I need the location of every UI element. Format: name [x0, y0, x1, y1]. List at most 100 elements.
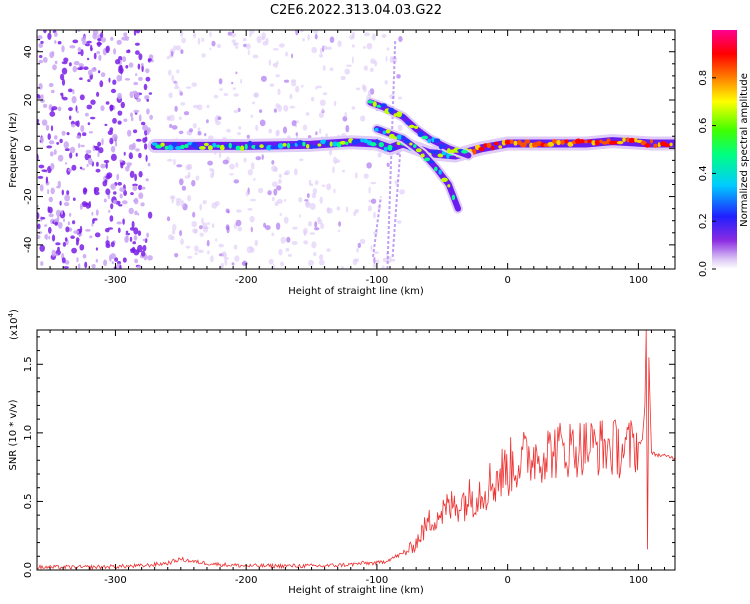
noise-speck — [38, 43, 44, 48]
noise-speck — [145, 154, 148, 162]
noise-speck — [345, 64, 352, 68]
noise-speck — [223, 92, 229, 97]
track-blob — [669, 142, 673, 147]
noise-speck — [300, 30, 304, 33]
noise-speck — [43, 30, 47, 34]
track-blob — [351, 139, 358, 145]
noise-speck — [197, 249, 204, 253]
noise-speck — [370, 58, 376, 64]
noise-speck — [240, 78, 243, 84]
noise-speck — [289, 93, 293, 100]
noise-speck — [56, 214, 60, 222]
track-rising-branch — [365, 97, 474, 161]
noise-speck — [118, 204, 123, 207]
noise-speck — [82, 132, 87, 137]
noise-speck — [237, 226, 243, 232]
noise-speck — [116, 74, 121, 82]
track-blob — [247, 140, 253, 147]
track-blob — [567, 141, 574, 147]
noise-speck — [79, 166, 83, 170]
noise-speck — [221, 251, 227, 258]
noise-speck — [285, 51, 289, 57]
noise-speck — [86, 104, 93, 110]
track-blob — [369, 142, 377, 147]
noise-speck — [64, 194, 70, 202]
noise-speck — [40, 216, 46, 220]
noise-speck — [80, 144, 85, 148]
noise-speck — [57, 41, 62, 45]
noise-speck — [53, 149, 57, 155]
noise-speck — [47, 189, 50, 195]
noise-speck — [138, 53, 143, 61]
noise-speck — [340, 266, 345, 269]
track-blob — [167, 144, 174, 151]
noise-speck — [79, 94, 85, 101]
noise-speck — [254, 239, 259, 247]
noise-speck — [354, 258, 359, 263]
colorbar-ticks: 0.0 0.2 0.4 0.6 0.8 — [698, 70, 716, 277]
noise-speck — [95, 168, 101, 173]
noise-speck — [303, 240, 309, 245]
noise-speck — [134, 42, 140, 46]
noise-speck — [121, 200, 128, 205]
track-blob — [591, 140, 596, 146]
noise-speck — [242, 37, 247, 42]
noise-speck — [192, 228, 198, 234]
noise-speck — [351, 56, 354, 64]
track-blob — [513, 140, 518, 146]
noise-speck — [319, 128, 322, 134]
noise-speck — [183, 111, 190, 116]
track-blob — [653, 143, 658, 148]
noise-speck — [211, 223, 215, 229]
noise-speck — [351, 44, 355, 48]
noise-speck — [47, 133, 51, 141]
track-blob — [212, 142, 217, 148]
noise-speck — [311, 46, 318, 54]
track-blob — [483, 143, 488, 148]
track-blob — [277, 143, 284, 149]
track-blob — [433, 138, 441, 143]
noise-speck — [88, 131, 93, 134]
noise-speck — [146, 232, 150, 238]
track-blob — [501, 139, 506, 146]
noise-speck — [246, 134, 250, 139]
noise-speck — [241, 261, 248, 267]
noise-speck — [141, 121, 146, 126]
noise-speck — [135, 30, 141, 34]
noise-speck — [86, 40, 92, 44]
noise-speck — [82, 187, 87, 195]
track-blob — [286, 142, 291, 149]
noise-speck — [265, 225, 271, 231]
noise-speck — [72, 220, 76, 225]
track-blob — [378, 142, 384, 148]
track-blob — [438, 169, 442, 175]
noise-speck — [302, 227, 308, 235]
noise-speck — [123, 118, 128, 122]
noise-speck — [316, 85, 322, 89]
noise-speck — [197, 131, 202, 136]
y-tick-label: 1.0 — [23, 425, 34, 441]
noise-speck — [323, 45, 328, 50]
noise-speck — [133, 227, 139, 235]
track-blob — [385, 129, 391, 134]
chart-title: C2E6.2022.313.04.03.G22 — [270, 3, 442, 18]
noise-speck — [53, 32, 58, 37]
track-blob — [383, 146, 388, 152]
noise-speck — [39, 184, 44, 192]
noise-speck — [133, 129, 138, 134]
noise-speck — [129, 236, 133, 242]
noise-speck — [45, 176, 49, 184]
noise-speck — [272, 263, 275, 269]
track-blob — [199, 146, 206, 150]
noise-speck — [131, 116, 134, 122]
noise-speck — [218, 243, 225, 248]
noise-speck — [73, 230, 80, 235]
x-tick-label: -200 — [235, 575, 258, 586]
noise-speck — [91, 264, 96, 269]
track-blob — [575, 138, 582, 144]
noise-speck — [272, 48, 279, 51]
noise-speck — [84, 261, 88, 269]
noise-speck — [109, 137, 114, 145]
noise-speck — [199, 203, 203, 211]
noise-speck — [332, 166, 335, 174]
